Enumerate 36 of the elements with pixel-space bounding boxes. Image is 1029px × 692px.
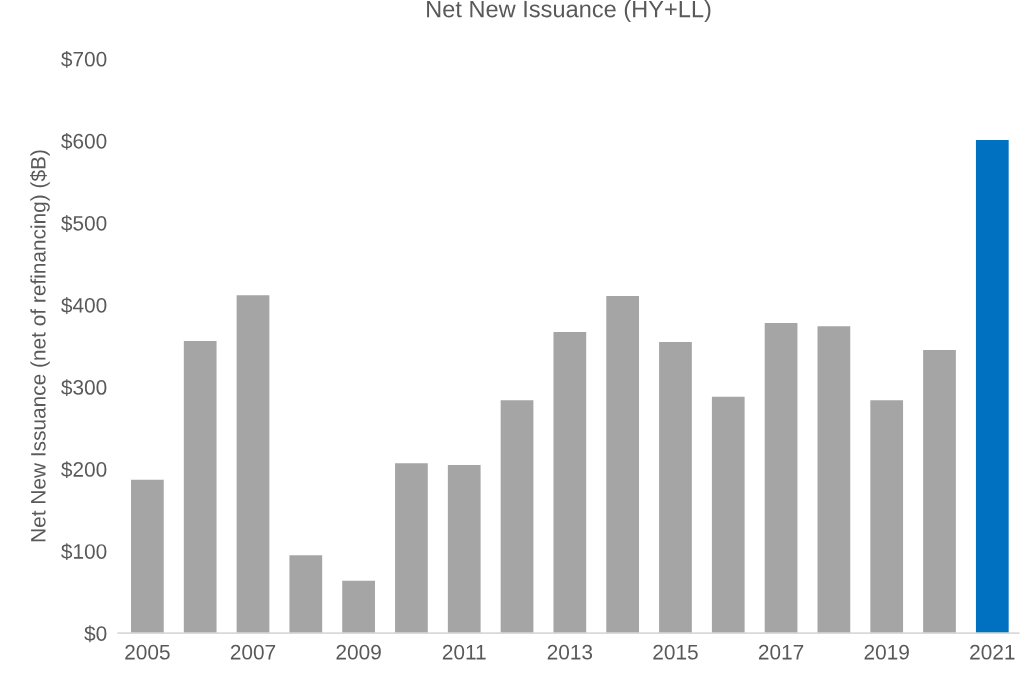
y-tick-label: $200 bbox=[61, 461, 107, 479]
bar bbox=[447, 464, 481, 634]
y-tick-label: $700 bbox=[61, 50, 107, 68]
bar bbox=[553, 332, 587, 634]
y-tick-label: $0 bbox=[84, 625, 107, 643]
y-axis-title: Net New Issuance (net of refinancing) ($B) bbox=[30, 150, 50, 542]
y-tick-label: $100 bbox=[61, 543, 107, 561]
bar bbox=[817, 326, 851, 634]
x-tick-label: 2019 bbox=[864, 644, 909, 660]
x-tick-label: 2021 bbox=[970, 644, 1015, 660]
y-tick-label: $600 bbox=[61, 133, 107, 150]
x-tick-label: 2011 bbox=[442, 644, 486, 660]
bar bbox=[711, 396, 745, 634]
bar bbox=[659, 341, 692, 634]
y-tick-label: $300 bbox=[61, 379, 107, 397]
chart-title: Net New Issuance (HY+LL) bbox=[427, 0, 711, 23]
bar bbox=[923, 350, 956, 634]
y-tick-label: $400 bbox=[61, 297, 107, 314]
x-tick-label: 2009 bbox=[336, 644, 381, 660]
bar bbox=[131, 479, 164, 634]
y-tick-label: $500 bbox=[61, 215, 107, 232]
bar bbox=[870, 400, 904, 634]
x-tick-label: 2013 bbox=[547, 644, 593, 660]
bar bbox=[764, 323, 798, 634]
bar bbox=[236, 295, 270, 634]
bar bbox=[395, 463, 428, 634]
x-tick-label: 2007 bbox=[230, 644, 276, 660]
bar bbox=[289, 555, 323, 634]
bar bbox=[606, 295, 640, 634]
bar bbox=[342, 580, 375, 634]
bar bbox=[975, 140, 1009, 634]
x-tick-label: 2005 bbox=[125, 644, 170, 660]
bar bbox=[500, 400, 534, 634]
x-tick-label: 2015 bbox=[653, 644, 698, 660]
x-tick-label: 2017 bbox=[758, 644, 804, 660]
bar bbox=[183, 341, 217, 634]
